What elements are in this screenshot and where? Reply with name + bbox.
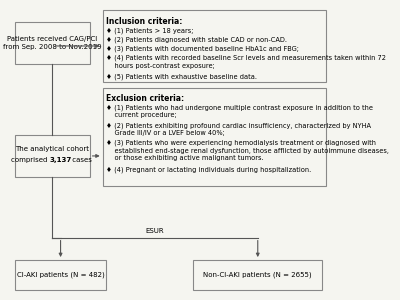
Text: ♦ (5) Patients with exhaustive baseline data.: ♦ (5) Patients with exhaustive baseline … bbox=[106, 73, 258, 80]
Text: ♦ (2) Patients diagnosed with stable CAD or non-CAD.: ♦ (2) Patients diagnosed with stable CAD… bbox=[106, 36, 288, 43]
FancyBboxPatch shape bbox=[15, 135, 90, 177]
Text: ♦ (1) Patients > 18 years;: ♦ (1) Patients > 18 years; bbox=[106, 27, 194, 34]
FancyBboxPatch shape bbox=[102, 88, 326, 186]
FancyBboxPatch shape bbox=[102, 10, 326, 82]
Text: Patients received CAG/PCI
from Sep. 2008 to Nov.2019: Patients received CAG/PCI from Sep. 2008… bbox=[3, 36, 102, 50]
Text: CI-AKI patients (N = 482): CI-AKI patients (N = 482) bbox=[17, 272, 104, 278]
Text: ♦ (4) Pregnant or lactating individuals during hospitalization.: ♦ (4) Pregnant or lactating individuals … bbox=[106, 167, 312, 173]
Text: 3,137: 3,137 bbox=[49, 158, 72, 164]
Text: ♦ (4) Patients with recorded baseline Scr levels and measurements taken within 7: ♦ (4) Patients with recorded baseline Sc… bbox=[106, 55, 386, 69]
Text: Inclusion criteria:: Inclusion criteria: bbox=[106, 17, 183, 26]
Text: ♦ (3) Patients who were experiencing hemodialysis treatment or diagnosed with
  : ♦ (3) Patients who were experiencing hem… bbox=[106, 140, 389, 161]
Text: ♦ (1) Patients who had undergone multiple contrast exposure in addition to the
 : ♦ (1) Patients who had undergone multipl… bbox=[106, 104, 374, 118]
Text: The analytical cohort: The analytical cohort bbox=[16, 146, 90, 152]
Text: Exclusion criteria:: Exclusion criteria: bbox=[106, 94, 185, 103]
Text: ♦ (3) Patients with documented baseline HbA1c and FBG;: ♦ (3) Patients with documented baseline … bbox=[106, 45, 299, 52]
Text: cases: cases bbox=[70, 158, 92, 164]
Text: ♦ (2) Patients exhibiting profound cardiac insufficiency, characterized by NYHA
: ♦ (2) Patients exhibiting profound cardi… bbox=[106, 122, 372, 136]
FancyBboxPatch shape bbox=[15, 22, 90, 64]
FancyBboxPatch shape bbox=[15, 260, 106, 290]
Text: ESUR: ESUR bbox=[146, 228, 164, 234]
Text: comprised: comprised bbox=[11, 158, 49, 164]
Text: Non-CI-AKI patients (N = 2655): Non-CI-AKI patients (N = 2655) bbox=[204, 272, 312, 278]
FancyBboxPatch shape bbox=[193, 260, 322, 290]
